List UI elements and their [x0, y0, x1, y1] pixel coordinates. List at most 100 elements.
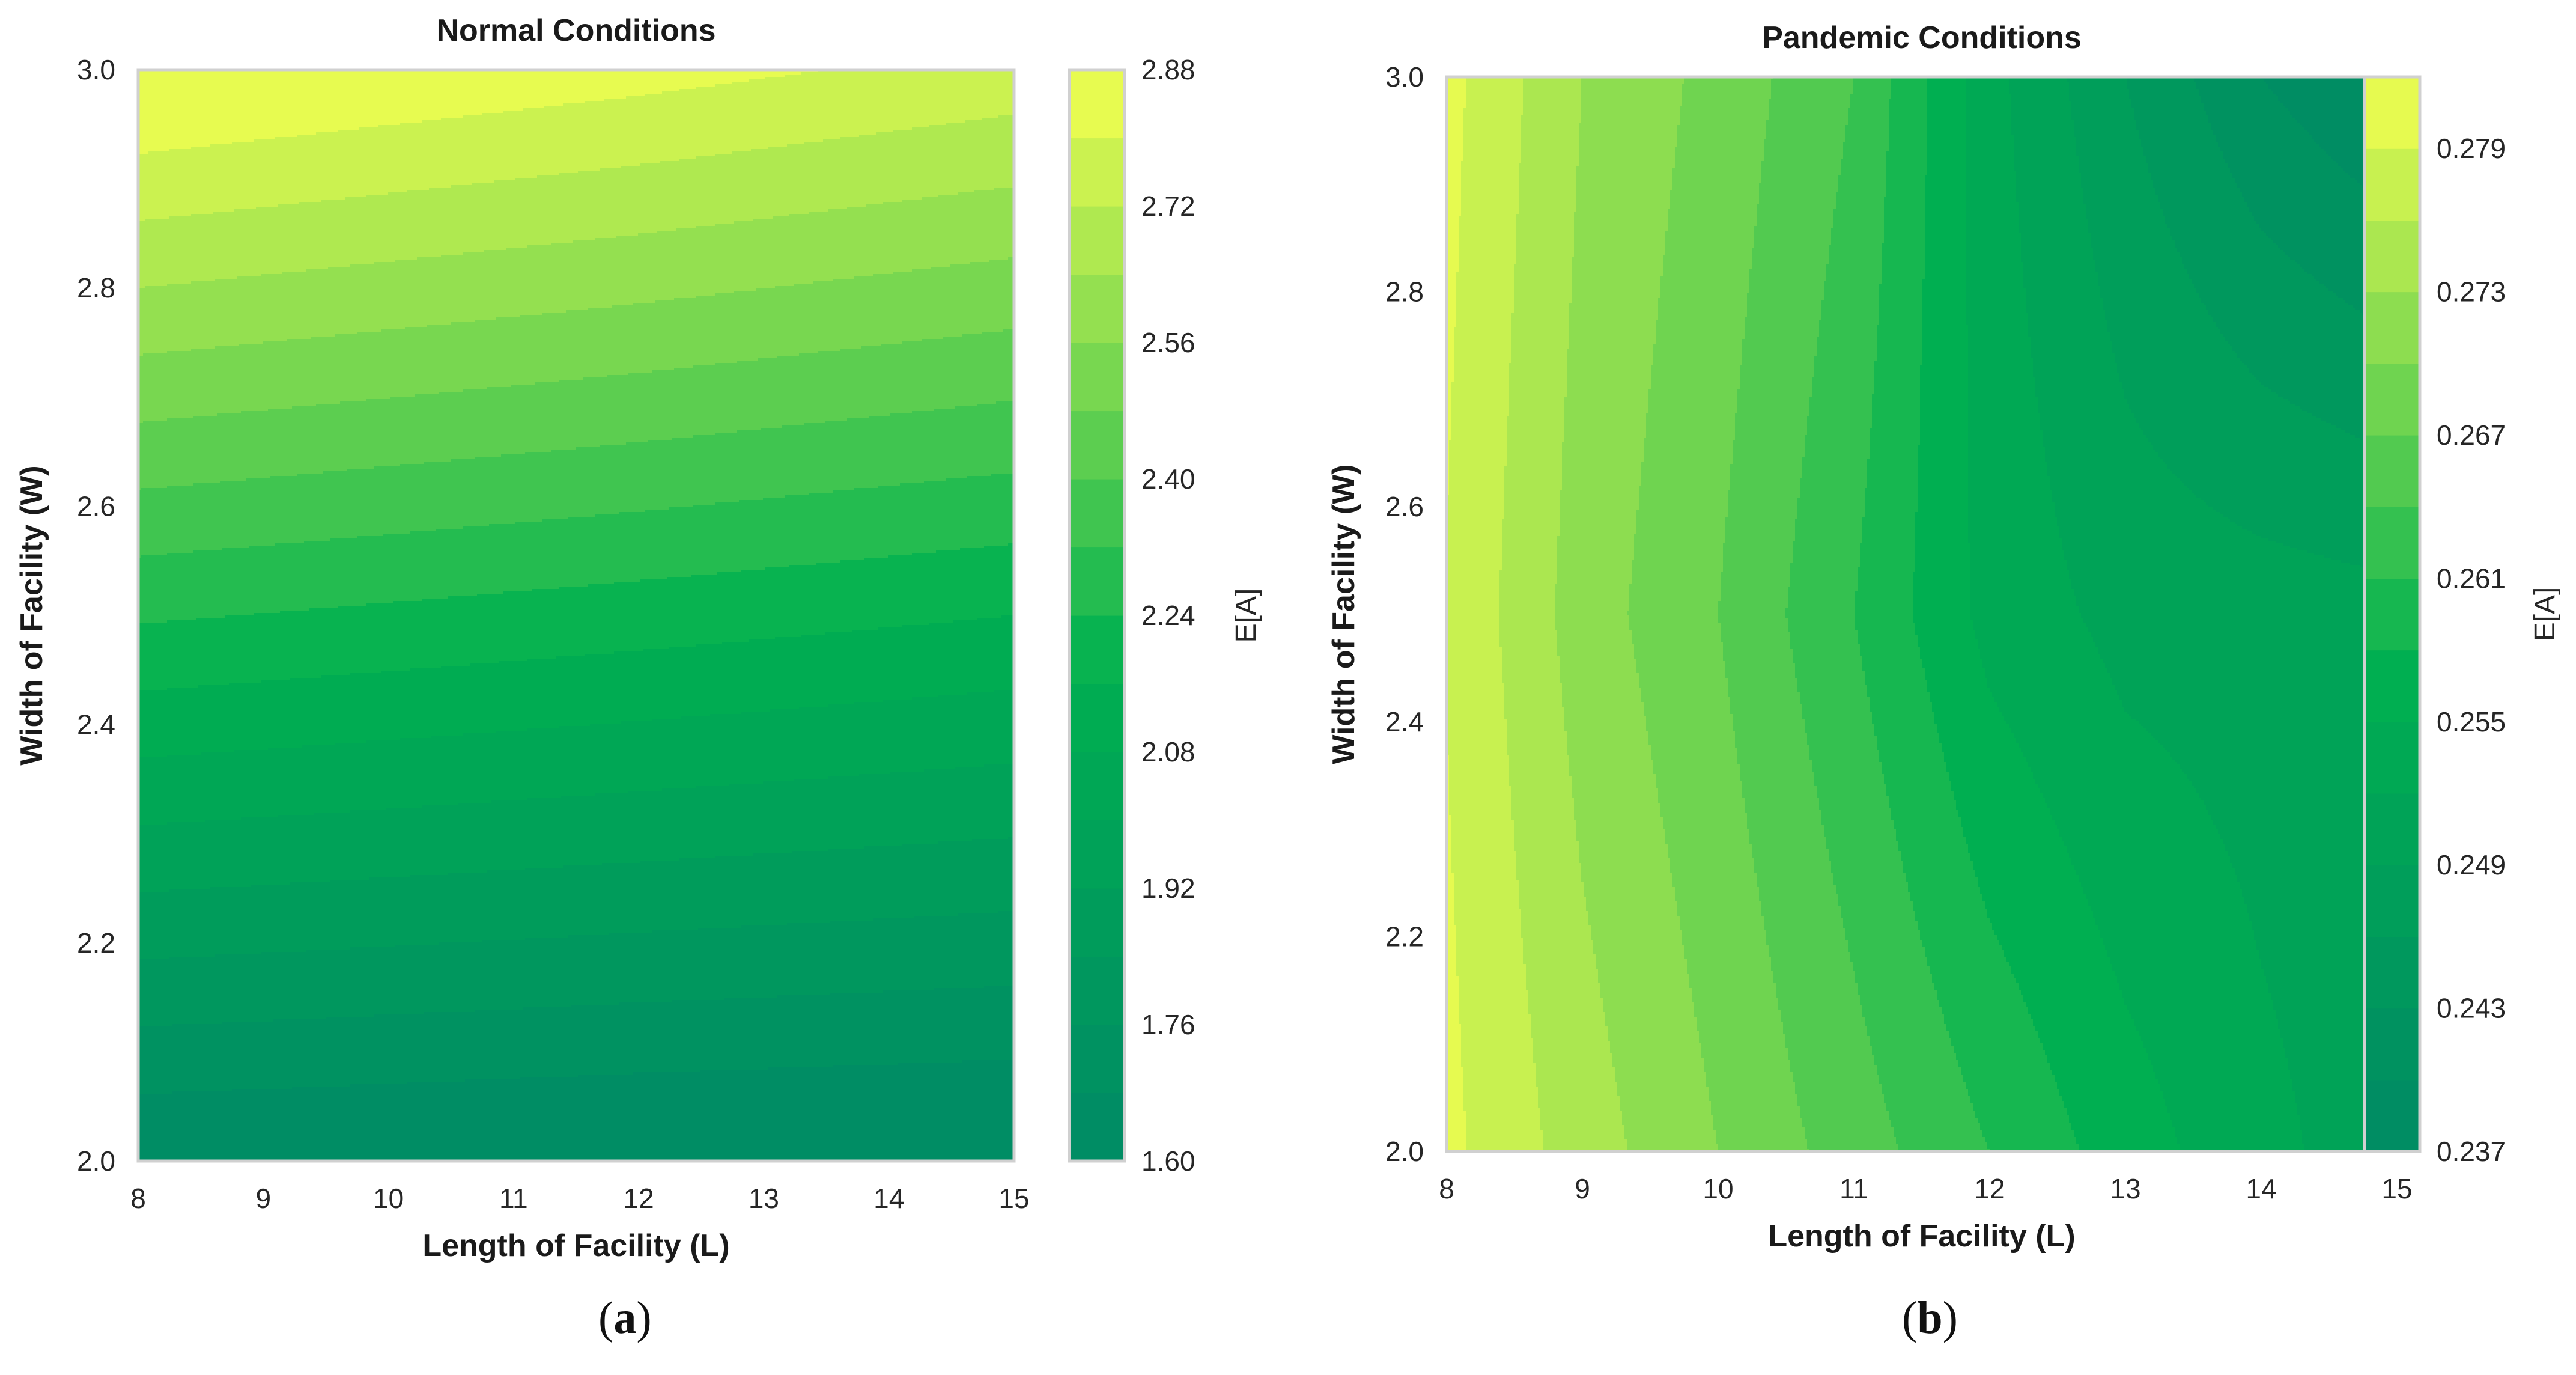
contour-band-cell — [511, 385, 514, 455]
contour-band-cell — [547, 938, 550, 1008]
contour-band-cell — [749, 361, 752, 431]
contour-band-cell — [662, 719, 665, 789]
contour-band-cell — [664, 510, 667, 580]
contour-band-cell — [652, 791, 655, 861]
contour-band-cell — [278, 274, 281, 342]
contour-band-cell — [222, 618, 225, 686]
contour-band-cell — [494, 113, 497, 181]
contour-band-cell — [520, 111, 523, 178]
contour-band-cell — [794, 356, 797, 426]
contour-band-cell — [576, 310, 579, 380]
contour-band-cell — [720, 572, 723, 645]
contour-band-cell — [263, 613, 266, 681]
contour-band-cell — [681, 930, 684, 1001]
contour-band-cell — [871, 346, 874, 416]
contour-band-cell — [789, 781, 792, 854]
contour-band-cell — [153, 219, 156, 287]
contour-band-cell — [369, 877, 372, 948]
contour-band-cell — [282, 1089, 285, 1162]
contour-band-cell — [431, 875, 434, 945]
contour-band-cell — [854, 776, 857, 849]
contour-band-cell — [150, 151, 153, 219]
contour-band-cell — [388, 808, 391, 878]
contour-band-cell — [439, 325, 442, 392]
contour-band-cell — [789, 286, 792, 356]
contour-band-cell — [479, 526, 482, 594]
contour-band-cell — [354, 538, 357, 606]
contour-band-cell — [672, 719, 675, 789]
contour-band-cell — [756, 219, 759, 289]
contour-band-cell — [347, 812, 350, 880]
contour-band-cell — [643, 233, 646, 303]
contour-band-cell — [203, 416, 206, 484]
contour-band-cell — [237, 750, 240, 820]
contour-band-cell — [806, 284, 809, 354]
contour-band-cell — [455, 322, 458, 392]
contour-band-cell — [556, 519, 559, 590]
contour-band-cell — [371, 127, 374, 195]
contour-band-cell — [871, 1065, 874, 1162]
contour-band-cell — [309, 1019, 312, 1087]
contour-band-cell — [242, 142, 245, 210]
contour-band-cell — [525, 522, 528, 592]
contour-band-cell — [150, 1026, 153, 1094]
contour-band-cell — [590, 240, 593, 308]
contour-band-cell — [873, 416, 876, 489]
contour-band-cell — [323, 812, 326, 883]
contour-band-cell — [595, 171, 598, 239]
contour-band-cell — [470, 185, 473, 253]
contour-band-cell — [446, 255, 449, 325]
contour-band-cell — [746, 998, 749, 1070]
contour-band-cell — [523, 248, 526, 316]
contour-band-cell — [813, 995, 816, 1068]
contour-band-cell — [352, 401, 355, 469]
contour-band-cell — [609, 863, 612, 933]
contour-band-cell — [393, 808, 396, 878]
contour-band-cell — [576, 380, 579, 448]
contour-band-cell — [479, 803, 482, 873]
contour-band-cell — [873, 204, 876, 275]
contour-band-cell — [153, 286, 156, 354]
contour-band-cell — [340, 812, 343, 880]
contour-band-cell — [285, 1089, 288, 1162]
contour-band-cell — [150, 219, 153, 287]
contour-band-cell — [825, 70, 828, 140]
contour-band-cell — [453, 736, 456, 806]
contour-band-cell — [842, 632, 845, 705]
contour-band-cell — [861, 488, 864, 561]
contour-band-cell — [448, 666, 451, 736]
contour-band-cell — [585, 171, 588, 241]
contour-band-cell — [717, 1070, 720, 1162]
contour-band-cell — [551, 1007, 554, 1078]
contour-band-cell — [167, 486, 170, 553]
contour-band-cell — [703, 226, 706, 296]
contour-band-cell — [299, 202, 302, 272]
contour-band-cell — [588, 584, 591, 654]
contour-band-cell — [181, 486, 184, 553]
contour-band-cell — [402, 738, 406, 808]
contour-band-cell — [297, 952, 300, 1020]
contour-band-cell — [775, 637, 778, 710]
contour-band-cell — [201, 889, 204, 957]
contour-band-cell — [237, 276, 240, 347]
contour-band-cell — [239, 683, 242, 751]
contour-band-cell — [410, 397, 413, 465]
contour-band-cell — [554, 728, 557, 799]
contour-band-cell — [585, 240, 588, 311]
contour-band-cell — [785, 425, 788, 496]
contour-band-cell — [193, 416, 196, 484]
contour-band-cell — [467, 666, 470, 734]
contour-band-cell — [364, 947, 367, 1017]
contour-band-cell — [724, 224, 728, 294]
contour-band-cell — [657, 510, 660, 580]
contour-band-cell — [388, 877, 391, 948]
contour-band-cell — [460, 392, 463, 460]
contour-band-cell — [177, 1091, 180, 1162]
contour-band-cell — [429, 257, 432, 325]
contour-band-cell — [679, 788, 682, 859]
contour-band-cell — [306, 541, 309, 611]
contour-band-cell — [515, 731, 518, 801]
contour-band-cell — [854, 276, 857, 349]
contour-band-cell — [700, 505, 703, 575]
contour-band-cell — [847, 632, 850, 705]
